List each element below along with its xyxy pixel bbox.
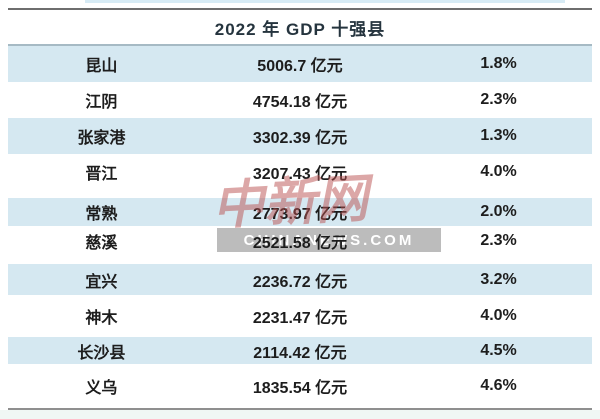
gdp-cell: 5006.7 亿元: [257, 58, 343, 75]
table-title: 2022 年 GDP 十强县: [8, 10, 592, 46]
gdp-cell: 2521.58 亿元: [252, 235, 348, 252]
county-cell: 晋江: [85, 166, 118, 183]
table-row: 长沙县 2114.42 亿元 4.5%: [8, 337, 592, 364]
county-cell: 张家港: [77, 130, 126, 147]
growth-cell: 3.2%: [480, 270, 517, 288]
gdp-cell: 2236.72 亿元: [252, 273, 348, 291]
bottom-crop-remnant: [0, 410, 600, 419]
gdp-table: 2022 年 GDP 十强县 昆山 5006.7 亿元 1.8% 江阴 4754…: [8, 8, 592, 410]
table-row: 常熟 2773.97 亿元 2.0%: [8, 198, 592, 226]
gdp-cell: 1835.54 亿元: [252, 380, 348, 397]
gdp-cell: 2114.42 亿元: [253, 344, 347, 362]
table-row: 张家港 3302.39 亿元 1.3%: [8, 118, 592, 154]
gdp-cell: 3302.39 亿元: [252, 130, 348, 147]
growth-cell: 4.0%: [480, 163, 517, 180]
table-row: 义乌 1835.54 亿元 4.6%: [8, 364, 592, 408]
top-crop-remnant: [85, 0, 565, 3]
growth-cell: 4.6%: [480, 377, 517, 394]
county-cell: 长沙县: [77, 344, 126, 362]
table-row: 慈溪 2521.58 亿元 2.3%: [8, 226, 592, 256]
county-cell: 义乌: [85, 380, 118, 397]
county-cell: 宜兴: [85, 273, 118, 291]
county-cell: 常熟: [85, 206, 118, 223]
table-row: 晋江 3207.43 亿元 4.0%: [8, 154, 592, 190]
growth-cell: 2.0%: [480, 203, 517, 220]
growth-cell: 4.0%: [480, 307, 517, 324]
county-cell: 慈溪: [85, 235, 118, 252]
growth-cell: 1.8%: [480, 55, 517, 72]
table-row: 昆山 5006.7 亿元 1.8%: [8, 46, 592, 82]
gdp-cell: 4754.18 亿元: [252, 94, 348, 111]
table-row: 江阴 4754.18 亿元 2.3%: [8, 82, 592, 118]
county-cell: 神木: [85, 310, 118, 327]
gdp-cell: 3207.43 亿元: [252, 166, 348, 183]
growth-cell: 2.3%: [480, 91, 517, 108]
growth-cell: 4.5%: [480, 341, 517, 359]
growth-cell: 2.3%: [480, 232, 517, 249]
table-row: 宜兴 2236.72 亿元 3.2%: [8, 264, 592, 295]
row-group-gap: [8, 190, 592, 198]
table-row: 神木 2231.47 亿元 4.0%: [8, 295, 592, 337]
gdp-cell: 2231.47 亿元: [252, 310, 348, 327]
growth-cell: 1.3%: [480, 127, 517, 144]
county-cell: 江阴: [85, 94, 118, 111]
gdp-cell: 2773.97 亿元: [252, 206, 348, 223]
county-cell: 昆山: [85, 58, 118, 75]
row-group-gap: [8, 256, 592, 264]
